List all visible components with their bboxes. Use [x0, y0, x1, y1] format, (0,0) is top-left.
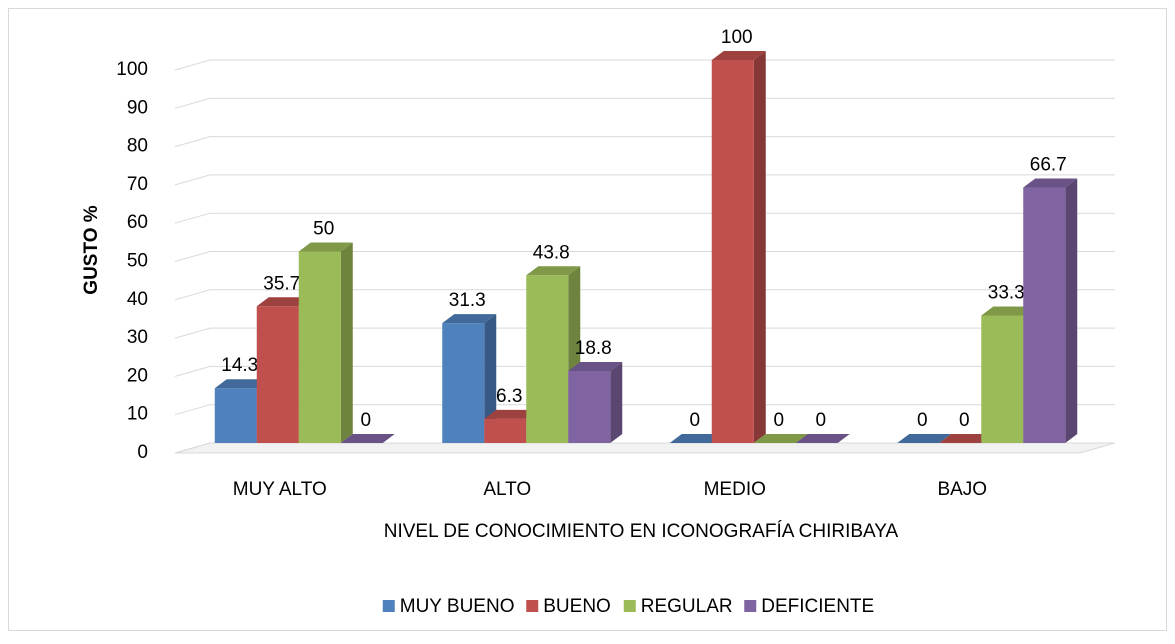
- bar-top: [939, 434, 994, 443]
- bar-front: [442, 323, 485, 443]
- x-axis-label: NIVEL DE CONOCIMIENTO EN ICONOGRAFÍA CHI…: [384, 521, 899, 542]
- y-tick-label: 10: [127, 404, 148, 425]
- bar-top: [711, 51, 766, 60]
- bar: [340, 434, 395, 443]
- bar-front: [256, 306, 299, 443]
- data-label: 0: [689, 410, 700, 431]
- data-label: 100: [721, 27, 753, 48]
- bar: [897, 434, 952, 443]
- data-label: 0: [773, 410, 784, 431]
- bar: [442, 314, 497, 443]
- chart-frame: [8, 8, 1167, 631]
- x-tick-label: BAJO: [937, 479, 987, 500]
- grid-line: [174, 59, 1115, 71]
- bar-front: [981, 315, 1024, 443]
- data-label: 0: [917, 410, 928, 431]
- bar-top: [256, 297, 311, 307]
- data-label: 6.3: [496, 386, 522, 407]
- y-tick-label: 100: [116, 59, 148, 80]
- bar-front: [526, 275, 569, 443]
- data-label: 18.8: [575, 338, 612, 359]
- grid-line: [174, 404, 1115, 416]
- legend-swatch: [382, 600, 395, 612]
- bar-side: [610, 361, 623, 443]
- data-label: 35.7: [263, 273, 300, 294]
- bar-top: [669, 434, 724, 443]
- x-tick-label: ALTO: [483, 479, 531, 500]
- bar-top: [981, 306, 1036, 316]
- y-axis-label: GUSTO %: [81, 205, 102, 294]
- y-tick-label: 90: [127, 97, 148, 118]
- y-tick-label: 30: [127, 327, 148, 348]
- legend-label: DEFICIENTE: [761, 596, 874, 617]
- legend-swatch: [526, 600, 539, 612]
- bar: [298, 242, 353, 443]
- legend-label: BUENO: [543, 596, 611, 617]
- bar-top: [1023, 178, 1078, 188]
- grid-line: [174, 251, 1115, 262]
- data-label: 66.7: [1030, 155, 1067, 176]
- data-label: 50: [313, 219, 334, 240]
- bar-side: [1065, 178, 1078, 443]
- bar: [753, 434, 808, 443]
- legend-label: MUY BUENO: [400, 596, 515, 617]
- bar: [1023, 178, 1078, 443]
- bar: [568, 361, 623, 443]
- grid-line: [174, 289, 1115, 301]
- bar-front: [214, 388, 257, 443]
- bar-top: [568, 361, 623, 371]
- bar-front: [484, 418, 527, 443]
- y-tick-label: 20: [127, 365, 148, 386]
- legend-swatch: [744, 600, 757, 612]
- grid-line: [174, 174, 1115, 186]
- bar-top: [526, 266, 581, 276]
- grid-line: [174, 136, 1115, 148]
- y-tick-label: 80: [127, 136, 148, 157]
- data-label: 43.8: [533, 242, 570, 263]
- grid-line: [174, 212, 1115, 224]
- legend-label: REGULAR: [641, 596, 733, 617]
- bar-front: [298, 251, 341, 443]
- bar-side: [484, 314, 497, 443]
- data-label: 14.3: [221, 355, 258, 376]
- data-label: 33.3: [988, 282, 1025, 303]
- grid-line: [174, 327, 1115, 339]
- bar-front: [711, 60, 754, 443]
- legend-swatch: [623, 600, 636, 612]
- grid-line: [174, 365, 1115, 377]
- bar-side: [753, 51, 766, 443]
- bar: [669, 434, 724, 443]
- bar: [939, 434, 994, 443]
- bar-front: [1023, 187, 1066, 443]
- data-label: 0: [815, 410, 826, 431]
- bar-top: [214, 379, 269, 389]
- floor: [174, 442, 1116, 454]
- bar-top: [795, 434, 850, 443]
- data-label: 0: [959, 410, 970, 431]
- bar-side: [340, 242, 353, 443]
- y-tick-label: 40: [127, 289, 148, 310]
- bar: [711, 51, 766, 443]
- data-label: 0: [360, 410, 371, 431]
- y-tick-label: 60: [127, 212, 148, 233]
- x-tick-label: MUY ALTO: [233, 479, 327, 500]
- bar-front: [568, 370, 611, 443]
- bar-top: [298, 242, 353, 252]
- bar-top: [340, 434, 395, 443]
- y-tick-label: 50: [127, 251, 148, 272]
- data-label: 31.3: [449, 290, 486, 311]
- grid-line: [174, 97, 1115, 109]
- x-tick-label: MEDIO: [704, 479, 766, 500]
- bar-top: [897, 434, 952, 443]
- bar-top: [442, 314, 497, 324]
- y-tick-label: 0: [137, 442, 148, 463]
- bar: [795, 434, 850, 443]
- bar-top: [484, 409, 539, 419]
- bar-top: [753, 434, 808, 443]
- y-tick-label: 70: [127, 174, 148, 195]
